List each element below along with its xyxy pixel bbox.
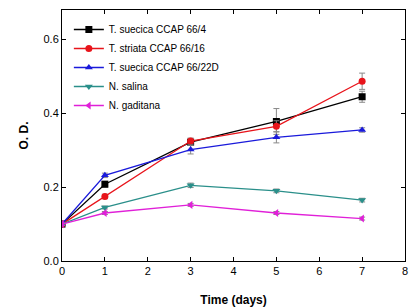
svg-text:5: 5 [273,265,279,277]
svg-text:N. gaditana: N. gaditana [109,100,161,111]
svg-text:0.2: 0.2 [44,181,59,193]
svg-text:0.0: 0.0 [44,255,59,267]
svg-text:N. salina: N. salina [109,81,148,92]
svg-text:Time (days): Time (days) [200,293,266,307]
svg-text:1: 1 [102,265,108,277]
svg-text:4: 4 [230,265,236,277]
svg-text:3: 3 [188,265,194,277]
svg-text:2: 2 [145,265,151,277]
svg-text:7: 7 [359,265,365,277]
svg-text:6: 6 [316,265,322,277]
svg-text:T. suecica CCAP 66/4: T. suecica CCAP 66/4 [109,24,207,35]
svg-text:T. striata CCAP 66/16: T. striata CCAP 66/16 [109,43,205,54]
svg-text:O. D.: O. D. [17,121,31,149]
svg-text:0: 0 [59,265,65,277]
svg-text:T. suecica CCAP 66/22D: T. suecica CCAP 66/22D [109,62,219,73]
svg-text:8: 8 [402,265,408,277]
svg-text:0.6: 0.6 [44,33,59,45]
svg-text:0.4: 0.4 [44,107,59,119]
